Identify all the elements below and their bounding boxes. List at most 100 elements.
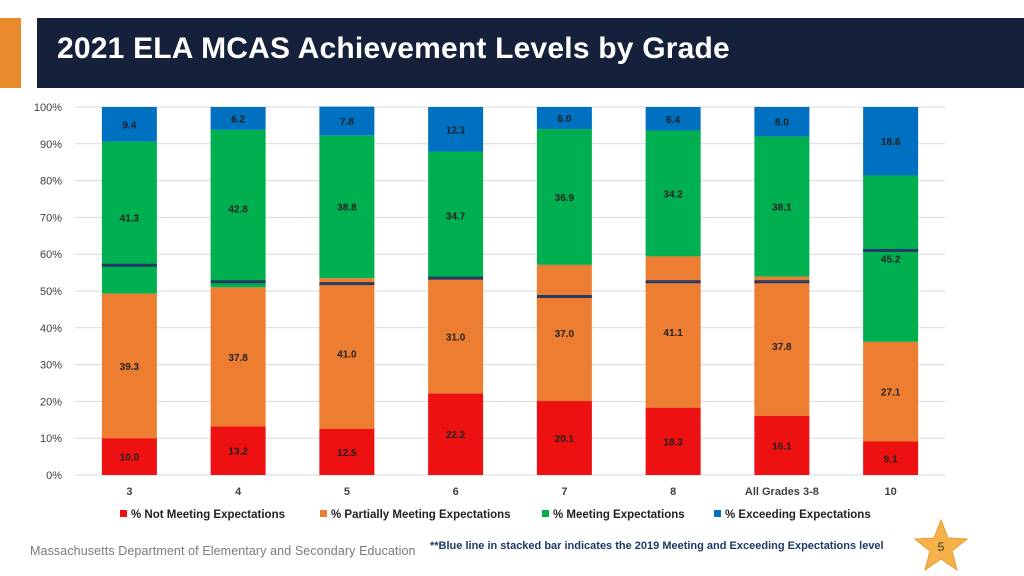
- bar-segment: [754, 415, 810, 475]
- y-tick-label: 100%: [34, 102, 62, 114]
- legend-item: % Partially Meeting Expectations: [320, 509, 511, 521]
- data-label: 18.6: [881, 137, 901, 148]
- bar-segment: [863, 341, 919, 442]
- footnote: **Blue line in stacked bar indicates the…: [430, 540, 884, 552]
- bar-segment: [863, 175, 919, 342]
- bar-segment: [319, 106, 375, 136]
- data-label: 41.0: [337, 350, 357, 361]
- y-tick-label: 40%: [40, 323, 62, 335]
- data-label: 31.0: [446, 332, 466, 343]
- data-label: 6.4: [666, 115, 680, 126]
- bar-segment: [645, 407, 701, 475]
- data-label: 20.1: [555, 434, 575, 445]
- data-label: 12.1: [446, 125, 466, 136]
- bar-segment: [210, 426, 266, 475]
- data-label: 9.1: [884, 454, 898, 465]
- bar-segment: [319, 135, 375, 279]
- y-tick-label: 0%: [46, 470, 62, 482]
- bar-segment: [428, 393, 484, 475]
- data-label: 13.2: [228, 447, 248, 458]
- legend-label: % Exceeding Expectations: [725, 509, 871, 521]
- data-label: 34.7: [446, 211, 466, 222]
- title-bar: 2021 ELA MCAS Achievement Levels by Grad…: [37, 18, 1024, 88]
- bar-segment: [645, 130, 701, 257]
- x-tick-label: 4: [235, 486, 242, 498]
- x-tick-label: All Grades 3-8: [745, 486, 819, 498]
- data-label: 38.8: [337, 203, 357, 214]
- x-tick-label: 8: [670, 486, 676, 498]
- footer-org: Massachusetts Department of Elementary a…: [30, 544, 416, 558]
- data-label: 9.4: [122, 120, 136, 131]
- bar-segment: [536, 401, 592, 475]
- data-label: 6.0: [557, 114, 571, 125]
- data-labels: 10.0 39.3 41.3 9.4 13.2 37.8 42.8 6.2 12.5 41.0 38…: [120, 114, 901, 465]
- legend-swatch: [542, 510, 549, 517]
- data-label: 41.3: [120, 214, 140, 225]
- page-title: 2021 ELA MCAS Achievement Levels by Grad…: [57, 32, 730, 65]
- data-label: 7.8: [340, 117, 354, 128]
- bar-segment: [428, 151, 484, 280]
- data-label: 27.1: [881, 388, 901, 399]
- data-label: 42.8: [228, 205, 248, 216]
- x-tick-label: 3: [126, 486, 132, 498]
- data-label: 16.1: [772, 441, 792, 452]
- gridlines: [75, 106, 945, 476]
- legend: % Not Meeting Expectations % Partially Me…: [0, 509, 1000, 525]
- bar-segment: [210, 287, 266, 427]
- y-tick-label: 30%: [40, 360, 62, 372]
- y-tick-label: 20%: [40, 396, 62, 408]
- page-number: 5: [937, 540, 945, 554]
- x-tick-label: 5: [344, 486, 350, 498]
- x-tick-label: 6: [453, 486, 459, 498]
- accent-bar: [0, 18, 21, 88]
- data-label: 39.3: [120, 362, 140, 373]
- legend-label: % Not Meeting Expectations: [131, 509, 285, 521]
- y-tick-label: 10%: [40, 433, 62, 445]
- legend-item: % Not Meeting Expectations: [120, 509, 285, 521]
- data-label: 45.2: [881, 255, 901, 266]
- legend-item: % Exceeding Expectations: [714, 509, 871, 521]
- y-tick-label: 60%: [40, 249, 62, 261]
- bars: [101, 106, 919, 475]
- bar-segment: [754, 136, 810, 277]
- bar-segment: [428, 107, 484, 152]
- legend-label: % Meeting Expectations: [553, 509, 685, 521]
- y-tick-label: 70%: [40, 212, 62, 224]
- data-label: 12.5: [337, 448, 357, 459]
- bar-segment: [754, 107, 810, 137]
- bar-segment: [536, 129, 592, 265]
- axis-labels: 0% 10% 20% 30% 40% 50% 60% 70% 80% 90% 100% 3 4 5 6 7 8 A…: [34, 102, 897, 498]
- bar-segment: [645, 107, 701, 131]
- bar-segment: [428, 279, 484, 394]
- bar-segment: [863, 107, 919, 176]
- bar-segment: [210, 107, 266, 130]
- y-tick-label: 80%: [40, 176, 62, 188]
- data-label: 6.2: [231, 114, 245, 125]
- data-label: 22.2: [446, 430, 466, 441]
- benchmark-lines: [101, 249, 919, 299]
- y-tick-label: 50%: [40, 286, 62, 298]
- bar-segment: [101, 141, 157, 294]
- bar-segment: [536, 264, 592, 402]
- bar-segment: [101, 438, 157, 475]
- bar-segment: [536, 107, 592, 130]
- legend-item: % Meeting Expectations: [542, 509, 685, 521]
- bar-segment: [319, 429, 375, 475]
- bar-segment: [319, 278, 375, 429]
- legend-swatch: [120, 510, 127, 517]
- stacked-bar-chart: 10.039.341.39.413.237.842.86.212.541.038…: [34, 102, 945, 498]
- x-tick-label: 7: [561, 486, 567, 498]
- data-label: 41.1: [663, 328, 683, 339]
- data-label: 36.9: [555, 193, 575, 204]
- data-label: 37.8: [228, 353, 248, 364]
- bar-segment: [101, 107, 157, 142]
- legend-swatch: [714, 510, 721, 517]
- y-tick-label: 90%: [40, 139, 62, 151]
- bar-segment: [210, 129, 266, 288]
- data-label: 37.8: [772, 342, 792, 353]
- legend-swatch: [320, 510, 327, 517]
- x-tick-label: 10: [885, 486, 897, 498]
- bar-segment: [754, 276, 810, 416]
- bar-segment: [863, 441, 919, 475]
- data-label: 18.3: [663, 437, 683, 448]
